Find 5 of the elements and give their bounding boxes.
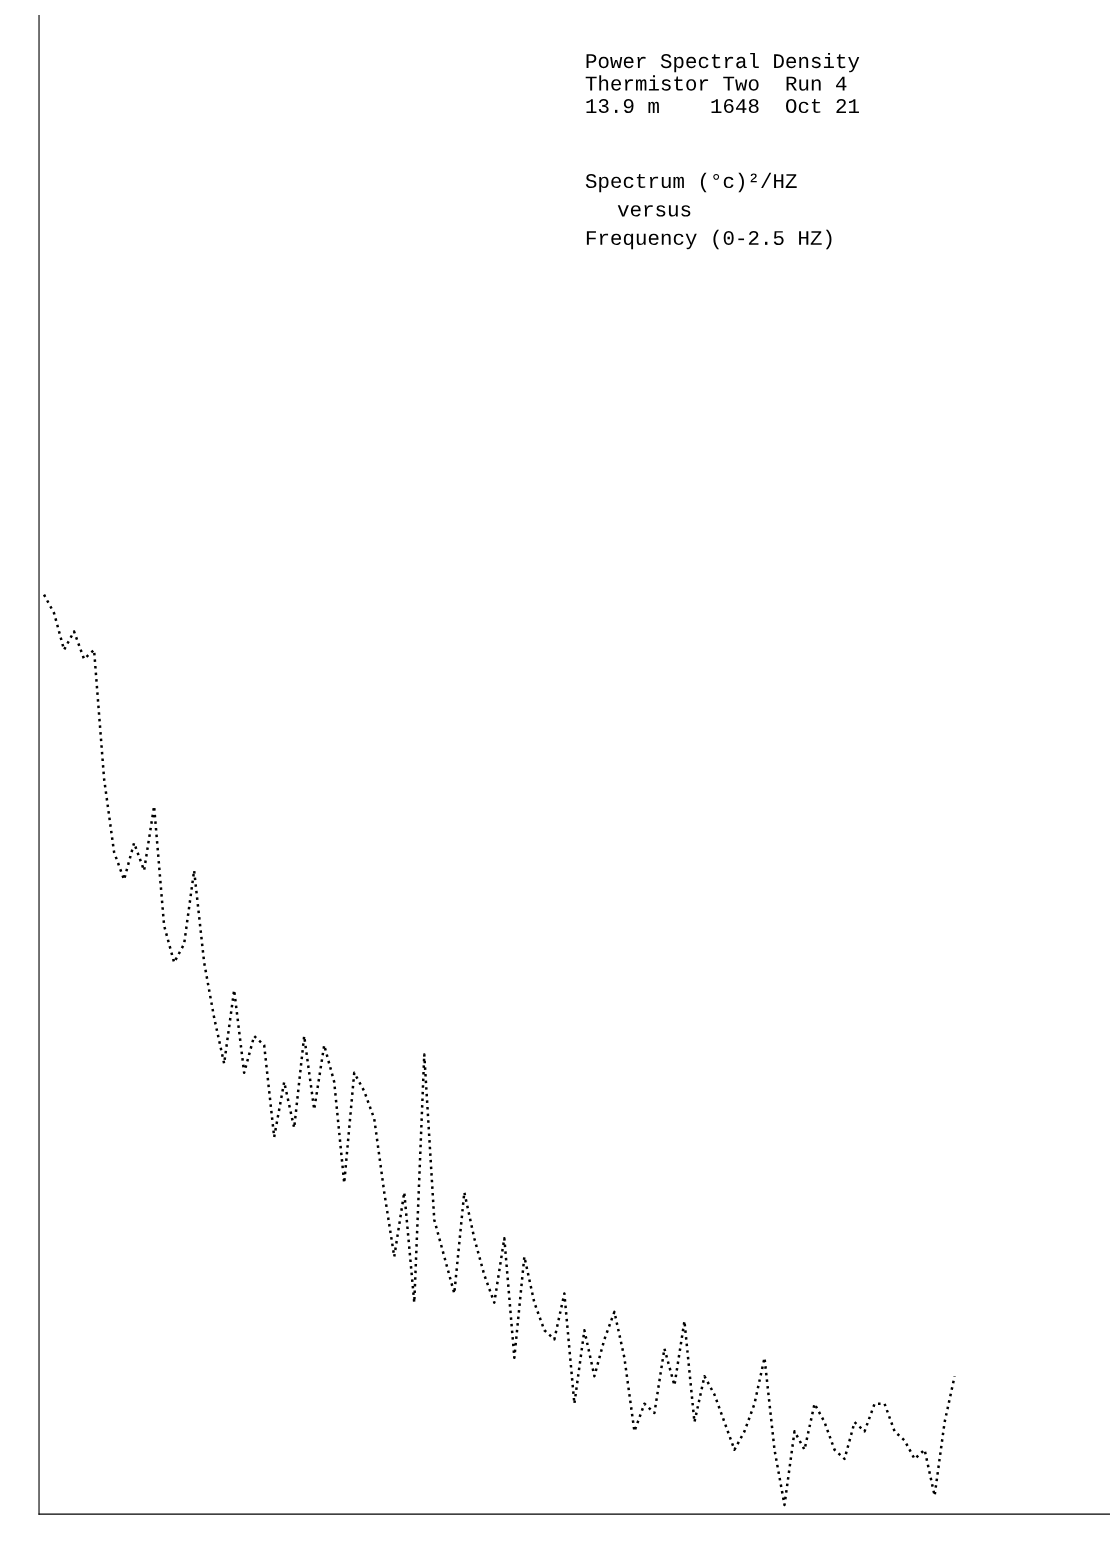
- chart-subtitle: Thermistor Two Run 4 13.9 m 1648 Oct 21: [585, 75, 859, 114]
- chart-title: Power Spectral Density: [586, 52, 860, 73]
- text: Frequency (0-2.5 HZ): [586, 229, 832, 250]
- text: Spectrum (°c)²/HZ: [585, 172, 797, 193]
- text: versus: [617, 205, 691, 217]
